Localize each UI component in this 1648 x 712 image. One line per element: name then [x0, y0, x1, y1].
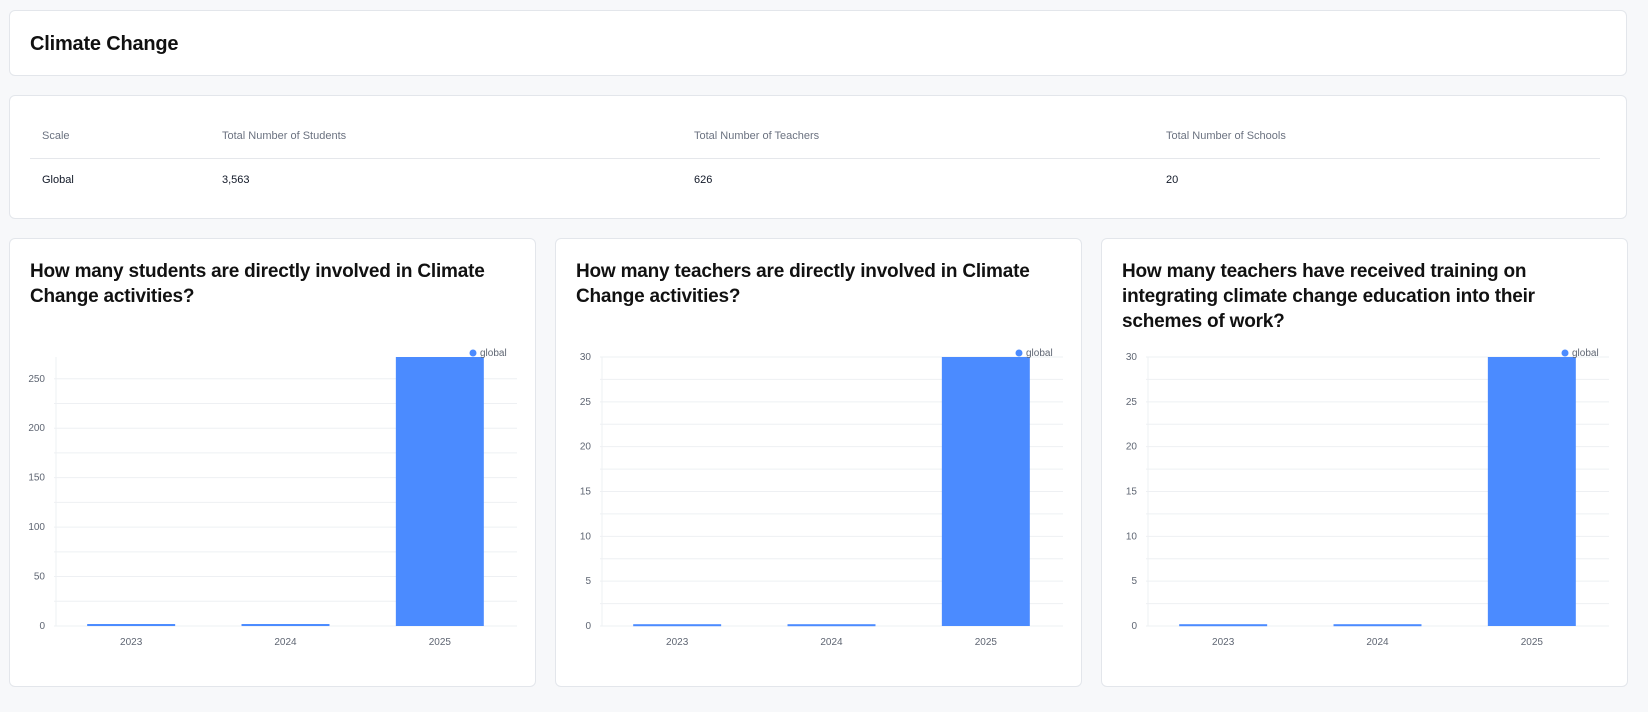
summary-header-row: Scale Total Number of Students Total Num…	[30, 116, 1600, 159]
bar-2023[interactable]	[87, 624, 176, 627]
legend-label: global	[1572, 348, 1599, 359]
y-tick-label: 0	[1131, 621, 1137, 632]
bar-2024[interactable]	[1333, 624, 1422, 627]
summary-header-schools: Total Number of Schools	[1166, 130, 1286, 142]
bar-2023[interactable]	[633, 624, 722, 627]
summary-header-scale: Scale	[42, 130, 70, 142]
x-tick-label: 2025	[1521, 637, 1544, 648]
legend[interactable]: global	[1015, 348, 1053, 359]
x-tick-label: 2024	[820, 637, 843, 648]
x-tick-label: 2024	[1366, 637, 1389, 648]
legend-label: global	[1026, 348, 1053, 359]
bar-2024[interactable]	[787, 624, 876, 627]
x-tick-label: 2023	[666, 637, 689, 648]
summary-header-students: Total Number of Students	[222, 130, 347, 142]
y-tick-label: 20	[1126, 442, 1138, 453]
summary-cell-scale: Global	[42, 174, 74, 186]
x-tick-label: 2023	[1212, 637, 1235, 648]
x-tick-label: 2023	[120, 637, 143, 648]
y-tick-label: 10	[580, 531, 592, 542]
legend-marker	[1015, 349, 1023, 357]
chart-title: How many teachers are directly involved …	[576, 261, 1030, 307]
legend-marker	[1561, 349, 1569, 357]
y-tick-label: 0	[39, 621, 45, 632]
chart-title: How many students are directly involved …	[30, 261, 485, 307]
y-tick-label: 5	[1131, 576, 1137, 587]
legend[interactable]: global	[469, 348, 507, 359]
summary-cell-schools: 20	[1166, 174, 1179, 186]
y-tick-label: 0	[585, 621, 591, 632]
x-tick-label: 2025	[429, 637, 452, 648]
summary-cell-teachers: 626	[694, 174, 713, 186]
bar-chart-students-involved: 0 50 100 150 200 250 2023 2024 2025 global	[28, 348, 517, 648]
header-card: Climate Change	[9, 10, 1627, 76]
y-tick-label: 25	[580, 397, 592, 408]
summary-header-teachers: Total Number of Teachers	[694, 130, 820, 142]
y-tick-label: 15	[580, 487, 592, 498]
bar-2025[interactable]	[395, 357, 484, 626]
bar-2025[interactable]	[1487, 357, 1576, 626]
chart-card-teachers-trained: How many teachers have received training…	[1101, 238, 1628, 687]
chart-title: How many teachers have received training…	[1122, 261, 1535, 332]
y-tick-label: 5	[585, 576, 591, 587]
y-tick-label: 15	[1126, 487, 1138, 498]
legend-marker	[469, 349, 477, 357]
summary-table: Scale Total Number of Students Total Num…	[30, 116, 1600, 202]
y-tick-label: 200	[28, 423, 45, 434]
summary-cell-students: 3,563	[222, 174, 250, 186]
y-tick-label: 30	[580, 352, 592, 363]
table-row: Global 3,563 626 20	[30, 159, 1600, 202]
y-tick-label: 100	[28, 522, 45, 533]
x-tick-label: 2025	[975, 637, 998, 648]
summary-card: Scale Total Number of Students Total Num…	[9, 95, 1627, 219]
y-tick-label: 250	[28, 374, 45, 385]
chart-card-teachers-involved: How many teachers are directly involved …	[555, 238, 1082, 687]
bar-2023[interactable]	[1179, 624, 1268, 627]
y-tick-label: 30	[1126, 352, 1138, 363]
y-tick-label: 50	[34, 572, 46, 583]
x-tick-label: 2024	[274, 637, 297, 648]
bar-2024[interactable]	[241, 624, 330, 627]
legend-label: global	[480, 348, 507, 359]
legend[interactable]: global	[1561, 348, 1599, 359]
y-tick-label: 150	[28, 473, 45, 484]
y-tick-label: 10	[1126, 531, 1138, 542]
bar-2025[interactable]	[941, 357, 1030, 626]
chart-card-students-involved: How many students are directly involved …	[9, 238, 536, 687]
y-tick-label: 20	[580, 442, 592, 453]
page-title: Climate Change	[30, 33, 179, 55]
y-tick-label: 25	[1126, 397, 1138, 408]
